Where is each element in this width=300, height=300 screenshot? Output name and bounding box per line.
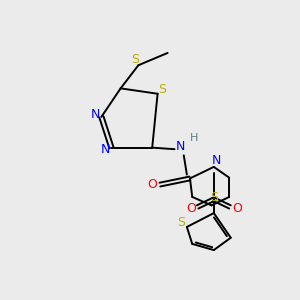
Text: N: N — [100, 143, 110, 157]
Text: O: O — [186, 202, 196, 215]
Text: O: O — [232, 202, 242, 215]
Text: S: S — [158, 82, 166, 96]
Text: S: S — [210, 191, 218, 204]
Text: H: H — [190, 134, 199, 143]
Text: N: N — [212, 154, 222, 167]
Text: S: S — [177, 216, 185, 229]
Text: N: N — [91, 108, 100, 121]
Text: N: N — [176, 140, 185, 153]
Text: O: O — [147, 178, 157, 191]
Text: S: S — [131, 53, 139, 66]
